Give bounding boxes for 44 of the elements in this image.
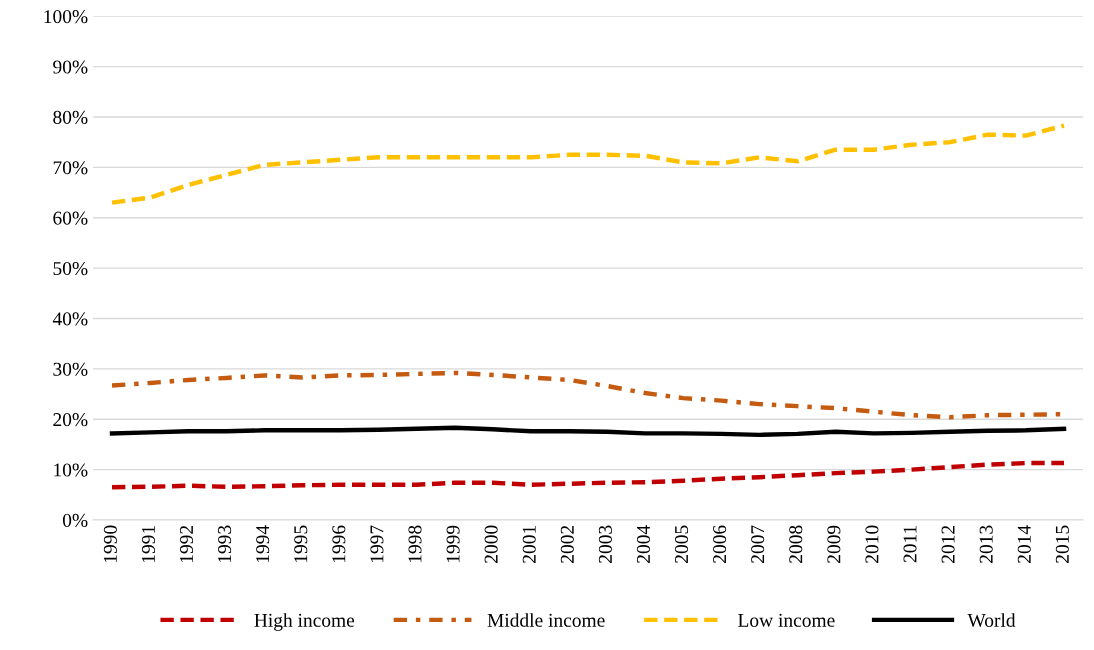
y-tick-label: 20% (53, 413, 88, 427)
x-tick-label: 2000 (484, 525, 498, 563)
x-tick-label: 2011 (903, 526, 917, 563)
x-tick-label: 1990 (103, 525, 117, 563)
x-tick-label: 1992 (179, 525, 194, 563)
y-tick-label: 70% (53, 161, 88, 175)
x-tick-label: 2007 (751, 525, 765, 563)
y-tick-label: 30% (53, 362, 88, 376)
y-tick-label: 60% (53, 211, 88, 225)
line-series (109, 425, 1067, 438)
legend-label: Middle income (487, 613, 605, 627)
x-tick-label: 2009 (827, 525, 841, 563)
x-tick-label: 1996 (332, 525, 346, 563)
y-tick-label: 0% (62, 513, 88, 527)
x-tick-label: 2001 (522, 526, 536, 563)
legend-label: Low income (738, 613, 835, 627)
x-tick-label: 1995 (294, 525, 308, 563)
x-tick-label: 2012 (941, 525, 955, 563)
x-tick-label: 2008 (789, 525, 803, 563)
y-tick-label: 90% (53, 60, 88, 74)
y-tick-label: 10% (54, 463, 88, 477)
x-tick-label: 1999 (446, 525, 460, 563)
x-tick-label: 2004 (636, 525, 651, 563)
legend-label: High income (254, 613, 355, 631)
x-tick-label: 2005 (674, 525, 689, 563)
x-tick-label: 2006 (713, 525, 727, 563)
legend-label: World (967, 613, 1016, 627)
line-series (109, 123, 1067, 205)
y-tick-label: 80% (53, 110, 88, 124)
line-series (109, 460, 1067, 490)
x-tick-label: 2013 (979, 525, 993, 563)
y-tick-label: 50% (53, 261, 88, 276)
x-tick-label: 2002 (560, 525, 574, 563)
x-tick-label: 2014 (1017, 525, 1031, 563)
x-tick-label: 1997 (370, 525, 384, 563)
x-tick-label: 1993 (218, 525, 232, 563)
x-tick-label: 2010 (865, 525, 879, 563)
y-tick-label: 100% (44, 10, 88, 24)
x-tick-label: 2015 (1055, 525, 1069, 563)
x-tick-label: 1998 (408, 525, 422, 563)
x-tick-label: 2003 (598, 525, 612, 563)
x-tick-label: 1994 (256, 525, 270, 563)
x-tick-label: 1991 (141, 526, 155, 563)
y-tick-label: 40% (52, 312, 88, 326)
